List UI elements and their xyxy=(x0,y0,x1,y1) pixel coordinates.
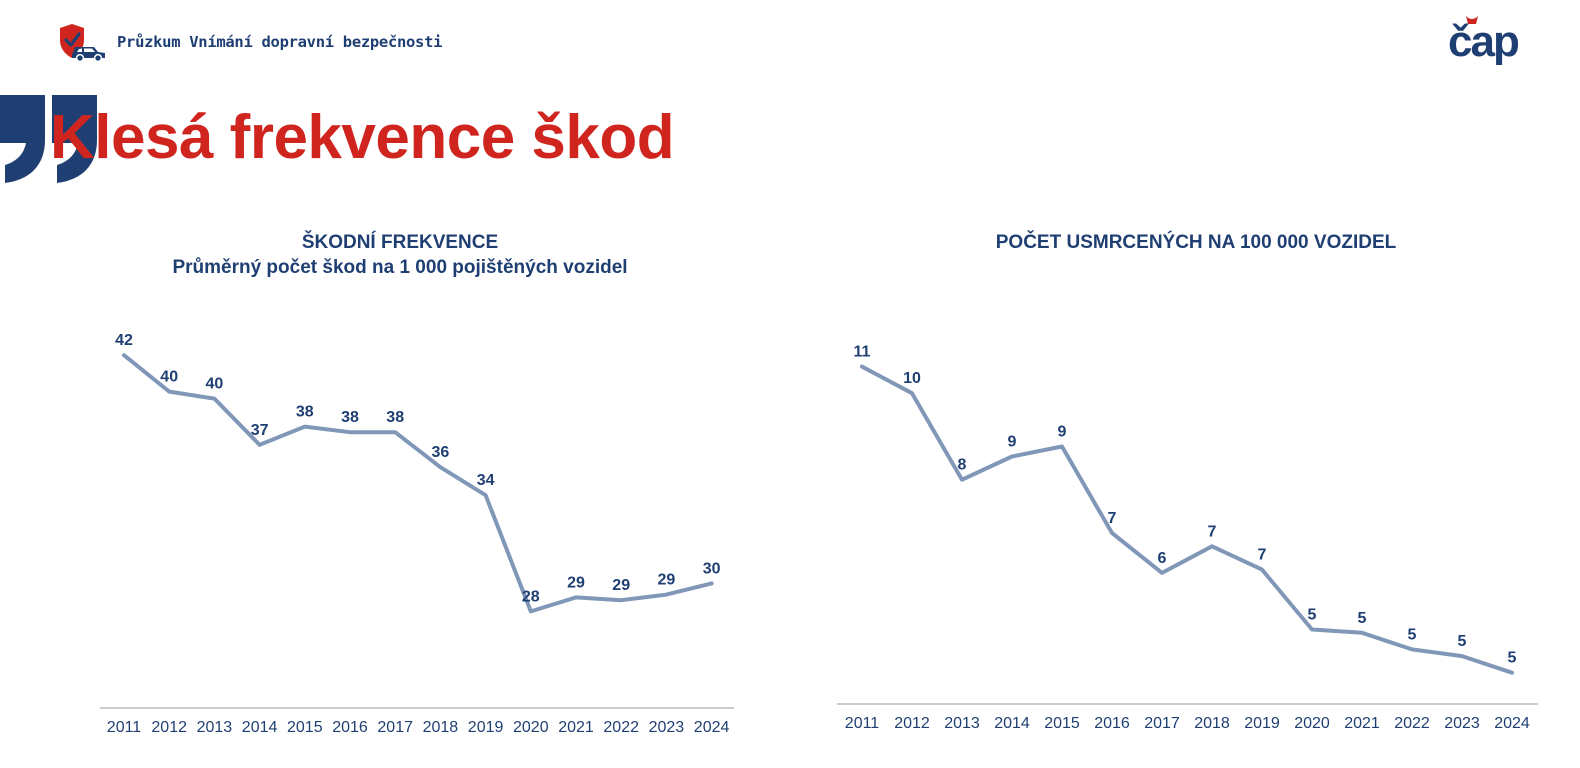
left-tick-label: 2014 xyxy=(242,719,278,736)
left-data-point xyxy=(303,425,307,429)
right-tick-label: 2016 xyxy=(1094,715,1130,732)
left-tick-label: 2023 xyxy=(649,719,685,736)
right-data-label: 5 xyxy=(1458,633,1467,650)
right-tick-label: 2023 xyxy=(1444,715,1480,732)
right-data-label: 5 xyxy=(1508,650,1517,667)
right-data-point xyxy=(910,391,914,395)
right-tick-label: 2014 xyxy=(994,715,1030,732)
right-data-point xyxy=(1360,631,1364,635)
right-data-point xyxy=(1010,454,1014,458)
right-data-point xyxy=(1110,531,1114,535)
right-data-point xyxy=(1460,654,1464,658)
right-data-label: 5 xyxy=(1308,606,1317,623)
right-series-line xyxy=(860,364,1514,675)
left-tick-label: 2015 xyxy=(287,719,323,736)
right-chart-title: POČET USMRCENÝCH NA 100 000 VOZIDEL xyxy=(896,230,1496,255)
right-data-label: 10 xyxy=(903,370,921,387)
left-data-label: 40 xyxy=(206,376,224,393)
left-data-label: 29 xyxy=(567,574,585,591)
left-data-label: 36 xyxy=(432,444,450,461)
right-data-label: 6 xyxy=(1158,550,1167,567)
left-data-label: 34 xyxy=(477,472,495,489)
left-data-point xyxy=(710,581,714,585)
left-tick-label: 2016 xyxy=(332,719,368,736)
left-tick-label: 2012 xyxy=(151,719,187,736)
left-data-point xyxy=(393,430,397,434)
left-data-label: 29 xyxy=(612,577,630,594)
quote-mark-icon xyxy=(0,95,97,183)
left-data-label: 40 xyxy=(160,369,178,386)
right-data-point xyxy=(1310,627,1314,631)
right-tick-label: 2011 xyxy=(845,715,880,732)
left-data-point xyxy=(212,397,216,401)
right-tick-label: 2015 xyxy=(1044,715,1080,732)
left-chart-title: ŠKODNÍ FREKVENCE Průměrný počet škod na … xyxy=(100,230,700,280)
right-tick-label: 2018 xyxy=(1194,715,1230,732)
left-data-label: 42 xyxy=(115,332,133,349)
left-chart-subtitle: Průměrný počet škod na 1 000 pojištěných… xyxy=(172,257,628,278)
left-data-point xyxy=(348,430,352,434)
left-data-label: 37 xyxy=(251,422,269,439)
left-series-line xyxy=(122,353,714,614)
left-chart-title-main: ŠKODNÍ FREKVENCE xyxy=(301,232,499,253)
left-tick-label: 2017 xyxy=(377,719,413,736)
shield-car-icon xyxy=(60,24,105,62)
left-data-point xyxy=(484,493,488,497)
left-data-point xyxy=(438,465,442,469)
left-data-point xyxy=(574,595,578,599)
right-tick-label: 2021 xyxy=(1344,715,1380,732)
left-tick-label: 2024 xyxy=(694,719,730,736)
right-tick-label: 2012 xyxy=(894,715,930,732)
survey-header: Průzkum Vnímání dopravní bezpečnosti xyxy=(58,22,442,62)
right-data-point xyxy=(1510,671,1514,675)
right-data-point xyxy=(1160,571,1164,575)
right-tick-label: 2019 xyxy=(1244,715,1280,732)
left-data-label: 38 xyxy=(341,409,359,426)
right-data-point xyxy=(1260,568,1264,572)
survey-title: Průzkum Vnímání dopravní bezpečnosti xyxy=(117,33,443,51)
left-data-point xyxy=(258,443,262,447)
page-title: Klesá frekvence škod xyxy=(50,103,675,172)
left-data-point xyxy=(122,353,126,357)
right-data-point xyxy=(960,478,964,482)
right-chart-title-main: POČET USMRCENÝCH NA 100 000 VOZIDEL xyxy=(995,232,1397,253)
left-data-label: 38 xyxy=(296,404,314,421)
right-data-label: 5 xyxy=(1408,626,1417,643)
left-tick-label: 2022 xyxy=(603,719,639,736)
right-tick-label: 2024 xyxy=(1494,715,1530,732)
right-data-label: 5 xyxy=(1358,610,1367,627)
right-data-point xyxy=(1210,544,1214,548)
right-data-point xyxy=(1410,647,1414,651)
left-tick-label: 2011 xyxy=(107,719,142,736)
left-data-label: 29 xyxy=(658,572,676,589)
right-data-label: 7 xyxy=(1108,510,1117,527)
right-data-label: 8 xyxy=(958,457,967,474)
left-tick-label: 2013 xyxy=(197,719,233,736)
right-data-point xyxy=(860,365,864,369)
left-data-point xyxy=(664,593,668,597)
left-data-label: 30 xyxy=(703,560,721,577)
right-data-label: 11 xyxy=(854,344,871,361)
left-tick-label: 2020 xyxy=(513,719,549,736)
left-data-label: 38 xyxy=(386,409,404,426)
left-data-point xyxy=(619,598,623,602)
right-tick-label: 2020 xyxy=(1294,715,1330,732)
right-data-label: 9 xyxy=(1008,433,1017,450)
right-data-label: 7 xyxy=(1258,547,1267,564)
cap-logo: čap xyxy=(1448,16,1521,66)
left-tick-label: 2019 xyxy=(468,719,504,736)
left-tick-label: 2021 xyxy=(558,719,594,736)
right-tick-label: 2022 xyxy=(1394,715,1430,732)
right-data-label: 9 xyxy=(1058,423,1067,440)
left-data-point xyxy=(167,390,171,394)
right-tick-label: 2013 xyxy=(944,715,980,732)
right-data-point xyxy=(1060,444,1064,448)
right-tick-label: 2017 xyxy=(1144,715,1180,732)
left-data-point xyxy=(529,609,533,613)
left-tick-label: 2018 xyxy=(423,719,459,736)
right-data-label: 7 xyxy=(1208,523,1217,540)
left-data-label: 28 xyxy=(522,588,540,605)
svg-text:čap: čap xyxy=(1448,17,1519,66)
